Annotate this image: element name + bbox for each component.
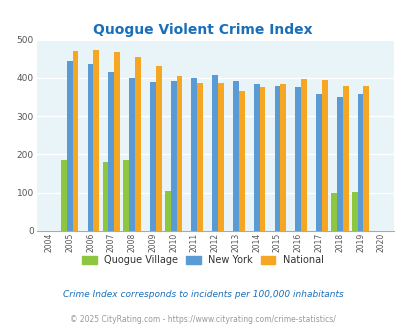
Bar — [197, 83, 202, 231]
Legend: Quogue Village, New York, National: Quogue Village, New York, National — [78, 251, 327, 269]
Bar — [232, 81, 238, 231]
Bar — [87, 64, 93, 231]
Bar — [362, 86, 369, 231]
Bar — [149, 82, 156, 231]
Bar — [171, 81, 176, 231]
Bar — [102, 162, 108, 231]
Bar — [238, 90, 244, 231]
Bar — [176, 76, 182, 231]
Bar — [274, 85, 280, 231]
Bar — [351, 192, 357, 231]
Bar — [72, 51, 78, 231]
Bar — [212, 75, 217, 231]
Bar — [330, 193, 336, 231]
Text: © 2025 CityRating.com - https://www.cityrating.com/crime-statistics/: © 2025 CityRating.com - https://www.city… — [70, 315, 335, 324]
Text: Crime Index corresponds to incidents per 100,000 inhabitants: Crime Index corresponds to incidents per… — [62, 290, 343, 299]
Bar — [67, 61, 72, 231]
Bar — [315, 94, 321, 231]
Bar — [217, 83, 223, 231]
Bar — [108, 72, 114, 231]
Bar — [129, 78, 135, 231]
Bar — [294, 87, 301, 231]
Bar — [336, 97, 342, 231]
Bar — [93, 50, 99, 231]
Bar — [164, 191, 171, 231]
Bar — [321, 80, 327, 231]
Bar — [301, 79, 306, 231]
Bar — [253, 84, 259, 231]
Bar — [114, 52, 120, 231]
Bar — [123, 160, 129, 231]
Bar — [156, 66, 161, 231]
Text: Quogue Violent Crime Index: Quogue Violent Crime Index — [93, 23, 312, 37]
Bar — [342, 86, 347, 231]
Bar — [357, 94, 362, 231]
Bar — [135, 57, 141, 231]
Bar — [61, 160, 67, 231]
Bar — [191, 78, 197, 231]
Bar — [280, 84, 286, 231]
Bar — [259, 87, 265, 231]
